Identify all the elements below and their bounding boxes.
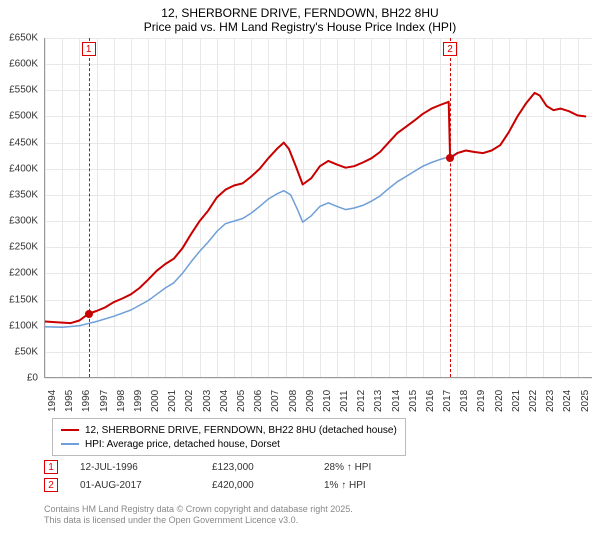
series-line-hpi [45, 93, 586, 327]
x-tick-label: 2003 [202, 390, 213, 412]
x-tick-label: 2020 [494, 390, 505, 412]
x-tick-label: 2004 [219, 390, 230, 412]
series-line-price_paid [45, 93, 586, 323]
x-tick-label: 2006 [253, 390, 264, 412]
event-price: £123,000 [212, 462, 302, 473]
legend: 12, SHERBORNE DRIVE, FERNDOWN, BH22 8HU … [52, 418, 406, 456]
y-tick-label: £100K [2, 320, 38, 331]
y-tick-label: £150K [2, 294, 38, 305]
marker-dot [446, 154, 454, 162]
event-delta: 28% ↑ HPI [324, 462, 371, 473]
marker-line [89, 38, 90, 377]
footer-attribution: Contains HM Land Registry data © Crown c… [44, 504, 353, 527]
series-svg [45, 38, 593, 378]
plot-area: 12 [44, 38, 592, 378]
y-tick-label: £450K [2, 137, 38, 148]
marker-line [450, 38, 451, 377]
y-tick-label: £350K [2, 189, 38, 200]
event-price: £420,000 [212, 480, 302, 491]
x-tick-label: 2019 [476, 390, 487, 412]
x-tick-label: 2005 [236, 390, 247, 412]
x-tick-label: 2008 [288, 390, 299, 412]
y-tick-label: £550K [2, 85, 38, 96]
legend-label: HPI: Average price, detached house, Dors… [85, 439, 280, 450]
y-tick-label: £0 [2, 373, 38, 384]
marker-badge: 1 [82, 42, 96, 56]
events-table: 1 12-JUL-1996 £123,000 28% ↑ HPI 2 01-AUG-201… [44, 458, 371, 494]
y-tick-label: £650K [2, 33, 38, 44]
x-tick-label: 2001 [167, 390, 178, 412]
x-tick-label: 2023 [545, 390, 556, 412]
legend-row: HPI: Average price, detached house, Dors… [61, 437, 397, 451]
y-tick-label: £250K [2, 242, 38, 253]
chart-subtitle: Price paid vs. HM Land Registry's House … [10, 20, 590, 34]
x-tick-label: 2021 [511, 390, 522, 412]
x-tick-label: 2016 [425, 390, 436, 412]
legend-swatch [61, 429, 79, 431]
chart-container: 12, SHERBORNE DRIVE, FERNDOWN, BH22 8HU … [0, 0, 600, 560]
x-tick-label: 1998 [116, 390, 127, 412]
event-marker-badge: 1 [44, 460, 58, 474]
event-date: 12-JUL-1996 [80, 462, 190, 473]
x-tick-label: 1996 [81, 390, 92, 412]
y-tick-label: £500K [2, 111, 38, 122]
footer-line: This data is licensed under the Open Gov… [44, 515, 353, 526]
x-tick-label: 2012 [356, 390, 367, 412]
y-tick-label: £300K [2, 216, 38, 227]
x-tick-label: 2014 [391, 390, 402, 412]
x-tick-label: 2015 [408, 390, 419, 412]
event-date: 01-AUG-2017 [80, 480, 190, 491]
x-tick-label: 2000 [150, 390, 161, 412]
x-tick-label: 2017 [442, 390, 453, 412]
x-tick-label: 2007 [270, 390, 281, 412]
legend-row: 12, SHERBORNE DRIVE, FERNDOWN, BH22 8HU … [61, 423, 397, 437]
x-tick-label: 2010 [322, 390, 333, 412]
y-tick-label: £400K [2, 163, 38, 174]
chart-title: 12, SHERBORNE DRIVE, FERNDOWN, BH22 8HU [10, 6, 590, 20]
legend-swatch [61, 443, 79, 445]
event-row: 2 01-AUG-2017 £420,000 1% ↑ HPI [44, 476, 371, 494]
x-tick-label: 2011 [339, 390, 350, 412]
x-tick-label: 1994 [47, 390, 58, 412]
legend-label: 12, SHERBORNE DRIVE, FERNDOWN, BH22 8HU … [85, 425, 397, 436]
x-tick-label: 2024 [562, 390, 573, 412]
marker-dot [85, 310, 93, 318]
x-tick-label: 2009 [305, 390, 316, 412]
x-tick-label: 2002 [184, 390, 195, 412]
y-tick-label: £600K [2, 59, 38, 70]
event-delta: 1% ↑ HPI [324, 480, 366, 491]
title-block: 12, SHERBORNE DRIVE, FERNDOWN, BH22 8HU … [0, 0, 600, 36]
x-tick-label: 1997 [99, 390, 110, 412]
x-tick-label: 2025 [580, 390, 591, 412]
gridline-horizontal [45, 378, 592, 379]
footer-line: Contains HM Land Registry data © Crown c… [44, 504, 353, 515]
event-row: 1 12-JUL-1996 £123,000 28% ↑ HPI [44, 458, 371, 476]
y-tick-label: £200K [2, 268, 38, 279]
x-tick-label: 2022 [528, 390, 539, 412]
marker-badge: 2 [443, 42, 457, 56]
x-tick-label: 1999 [133, 390, 144, 412]
x-tick-label: 2018 [459, 390, 470, 412]
x-tick-label: 1995 [64, 390, 75, 412]
y-tick-label: £50K [2, 346, 38, 357]
x-tick-label: 2013 [373, 390, 384, 412]
event-marker-badge: 2 [44, 478, 58, 492]
